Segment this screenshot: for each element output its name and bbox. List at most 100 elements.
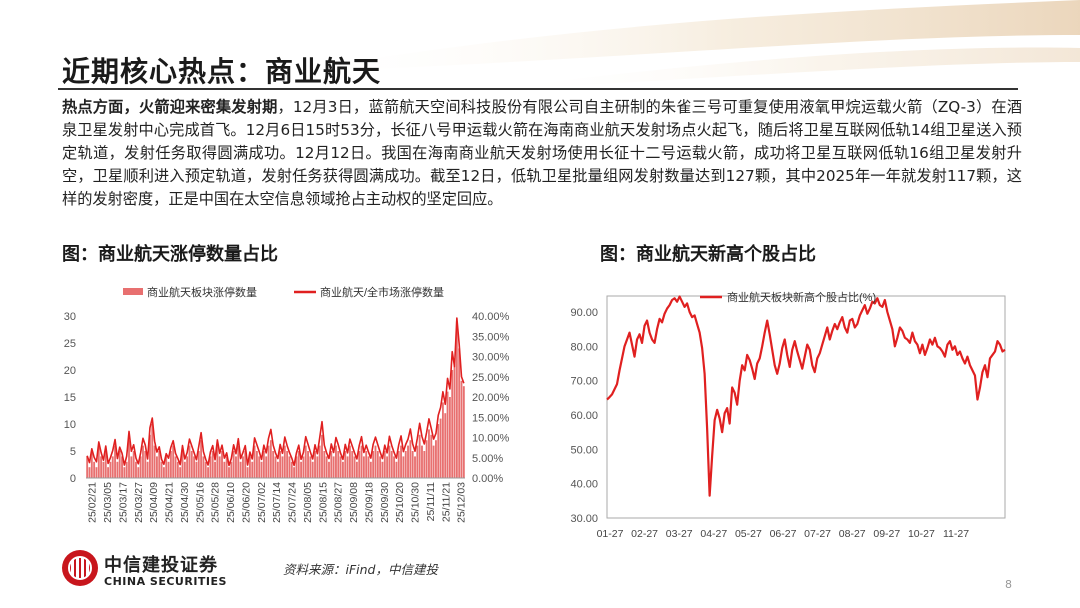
bar [265, 456, 268, 478]
y-left-tick-label: 15 [64, 392, 76, 404]
bar [414, 456, 416, 478]
x-tick-label: 25/08/15 [317, 482, 329, 523]
bar [376, 451, 379, 478]
bar [328, 461, 330, 478]
bar [383, 451, 386, 478]
x-tick-label: 25/12/03 [456, 482, 468, 523]
bar [186, 456, 189, 478]
y-left-tick-label: 0 [70, 473, 76, 485]
bar [314, 451, 316, 478]
bar [107, 467, 110, 478]
bar [388, 445, 391, 478]
bar [374, 445, 377, 478]
y-tick-label: 80.00 [570, 341, 598, 353]
bar [221, 451, 223, 478]
bar [260, 461, 263, 478]
bar [146, 461, 149, 478]
x-tick-label: 05-27 [735, 528, 762, 540]
y-left-tick-label: 20 [64, 365, 76, 377]
paragraph-lead: 热点方面，火箭迎来密集发射期 [62, 98, 278, 116]
bar [455, 321, 458, 478]
limit-up-ratio-chart: 商业航天板块涨停数量 商业航天/全市场涨停数量 0 5 10 15 20 25 30 0.00% 5… [64, 285, 510, 523]
x-tick-label: 25/07/14 [271, 482, 283, 523]
x-tick-label: 25/04/09 [148, 482, 160, 523]
legend-label-line: 商业航天板块新高个股占比(%) [727, 290, 876, 304]
x-tick-label: 25/03/05 [102, 482, 114, 523]
x-tick-label: 25/10/30 [410, 482, 422, 523]
bar [365, 451, 368, 478]
x-tick-label: 07-27 [804, 528, 831, 540]
x-tick-label: 25/09/30 [379, 482, 391, 523]
bar [223, 461, 226, 478]
y-right-tick-label: 35.00% [472, 331, 510, 343]
bar [342, 461, 344, 478]
bar [169, 451, 172, 478]
bar [167, 461, 170, 478]
legend-label-line: 商业航天/全市场涨停数量 [320, 285, 444, 299]
bar [176, 461, 179, 478]
bar [307, 451, 309, 478]
bar [304, 445, 307, 478]
bar [351, 451, 354, 478]
x-tick-label: 11-27 [943, 528, 969, 540]
bar [239, 461, 242, 478]
x-tick-label: 09-27 [873, 528, 900, 540]
bar [407, 445, 409, 478]
bar [390, 451, 393, 478]
bar [297, 451, 300, 478]
x-tick-label: 02-27 [631, 528, 658, 540]
bar [149, 434, 151, 478]
bar [437, 424, 440, 478]
bar [128, 440, 130, 478]
bar [258, 456, 261, 478]
y-right-tick-label: 25.00% [472, 372, 510, 384]
bar [355, 461, 358, 478]
bar [283, 445, 286, 478]
bar [441, 402, 444, 478]
bar [218, 456, 221, 478]
bar [439, 418, 442, 478]
bar [269, 440, 272, 478]
bar [344, 451, 347, 478]
bar [251, 461, 254, 478]
bar [279, 451, 282, 478]
bar [300, 461, 303, 478]
bar [253, 445, 256, 478]
bar [330, 451, 333, 478]
bar [460, 380, 463, 478]
bar [318, 445, 321, 478]
bar [316, 456, 319, 478]
y-tick-label: 50.00 [570, 444, 598, 456]
bar [244, 451, 247, 478]
bar [139, 456, 142, 478]
y-right-tick-label: 0.00% [472, 473, 503, 485]
bar [195, 461, 198, 478]
y-tick-label: 90.00 [570, 307, 598, 319]
bar [325, 456, 328, 478]
bar [448, 397, 451, 478]
bar [402, 456, 405, 478]
new-high-ratio-chart: 30.00 40.00 50.00 60.00 70.00 80.00 90.00 商业航天板… [570, 290, 1006, 540]
bar [228, 467, 230, 478]
x-tick-label: 25/08/27 [333, 482, 345, 523]
bar [309, 456, 312, 478]
bar [335, 445, 337, 478]
series-line-ratio [86, 317, 465, 467]
x-tick-label: 25/05/28 [210, 482, 222, 523]
logo-text-en: CHINA SECURITIES [104, 575, 227, 588]
series-line-new-high [606, 295, 1006, 497]
paragraph-body: ，12月3日，蓝箭航天空间科技股份有限公司自主研制的朱雀三号可重复使用液氧甲烷运… [62, 98, 1023, 208]
bar [432, 445, 435, 478]
bar [362, 456, 365, 478]
bar [416, 445, 419, 478]
x-tick-label: 10-27 [908, 528, 935, 540]
bar [435, 440, 437, 478]
y-right-tick-label: 20.00% [472, 392, 510, 404]
bar [462, 386, 465, 478]
x-tick-label: 25/07/02 [256, 482, 268, 523]
bar [311, 461, 314, 478]
x-tick-label: 25/09/18 [363, 482, 375, 523]
bar [453, 359, 456, 478]
bar [409, 440, 412, 478]
x-tick-label: 25/03/27 [133, 482, 145, 523]
